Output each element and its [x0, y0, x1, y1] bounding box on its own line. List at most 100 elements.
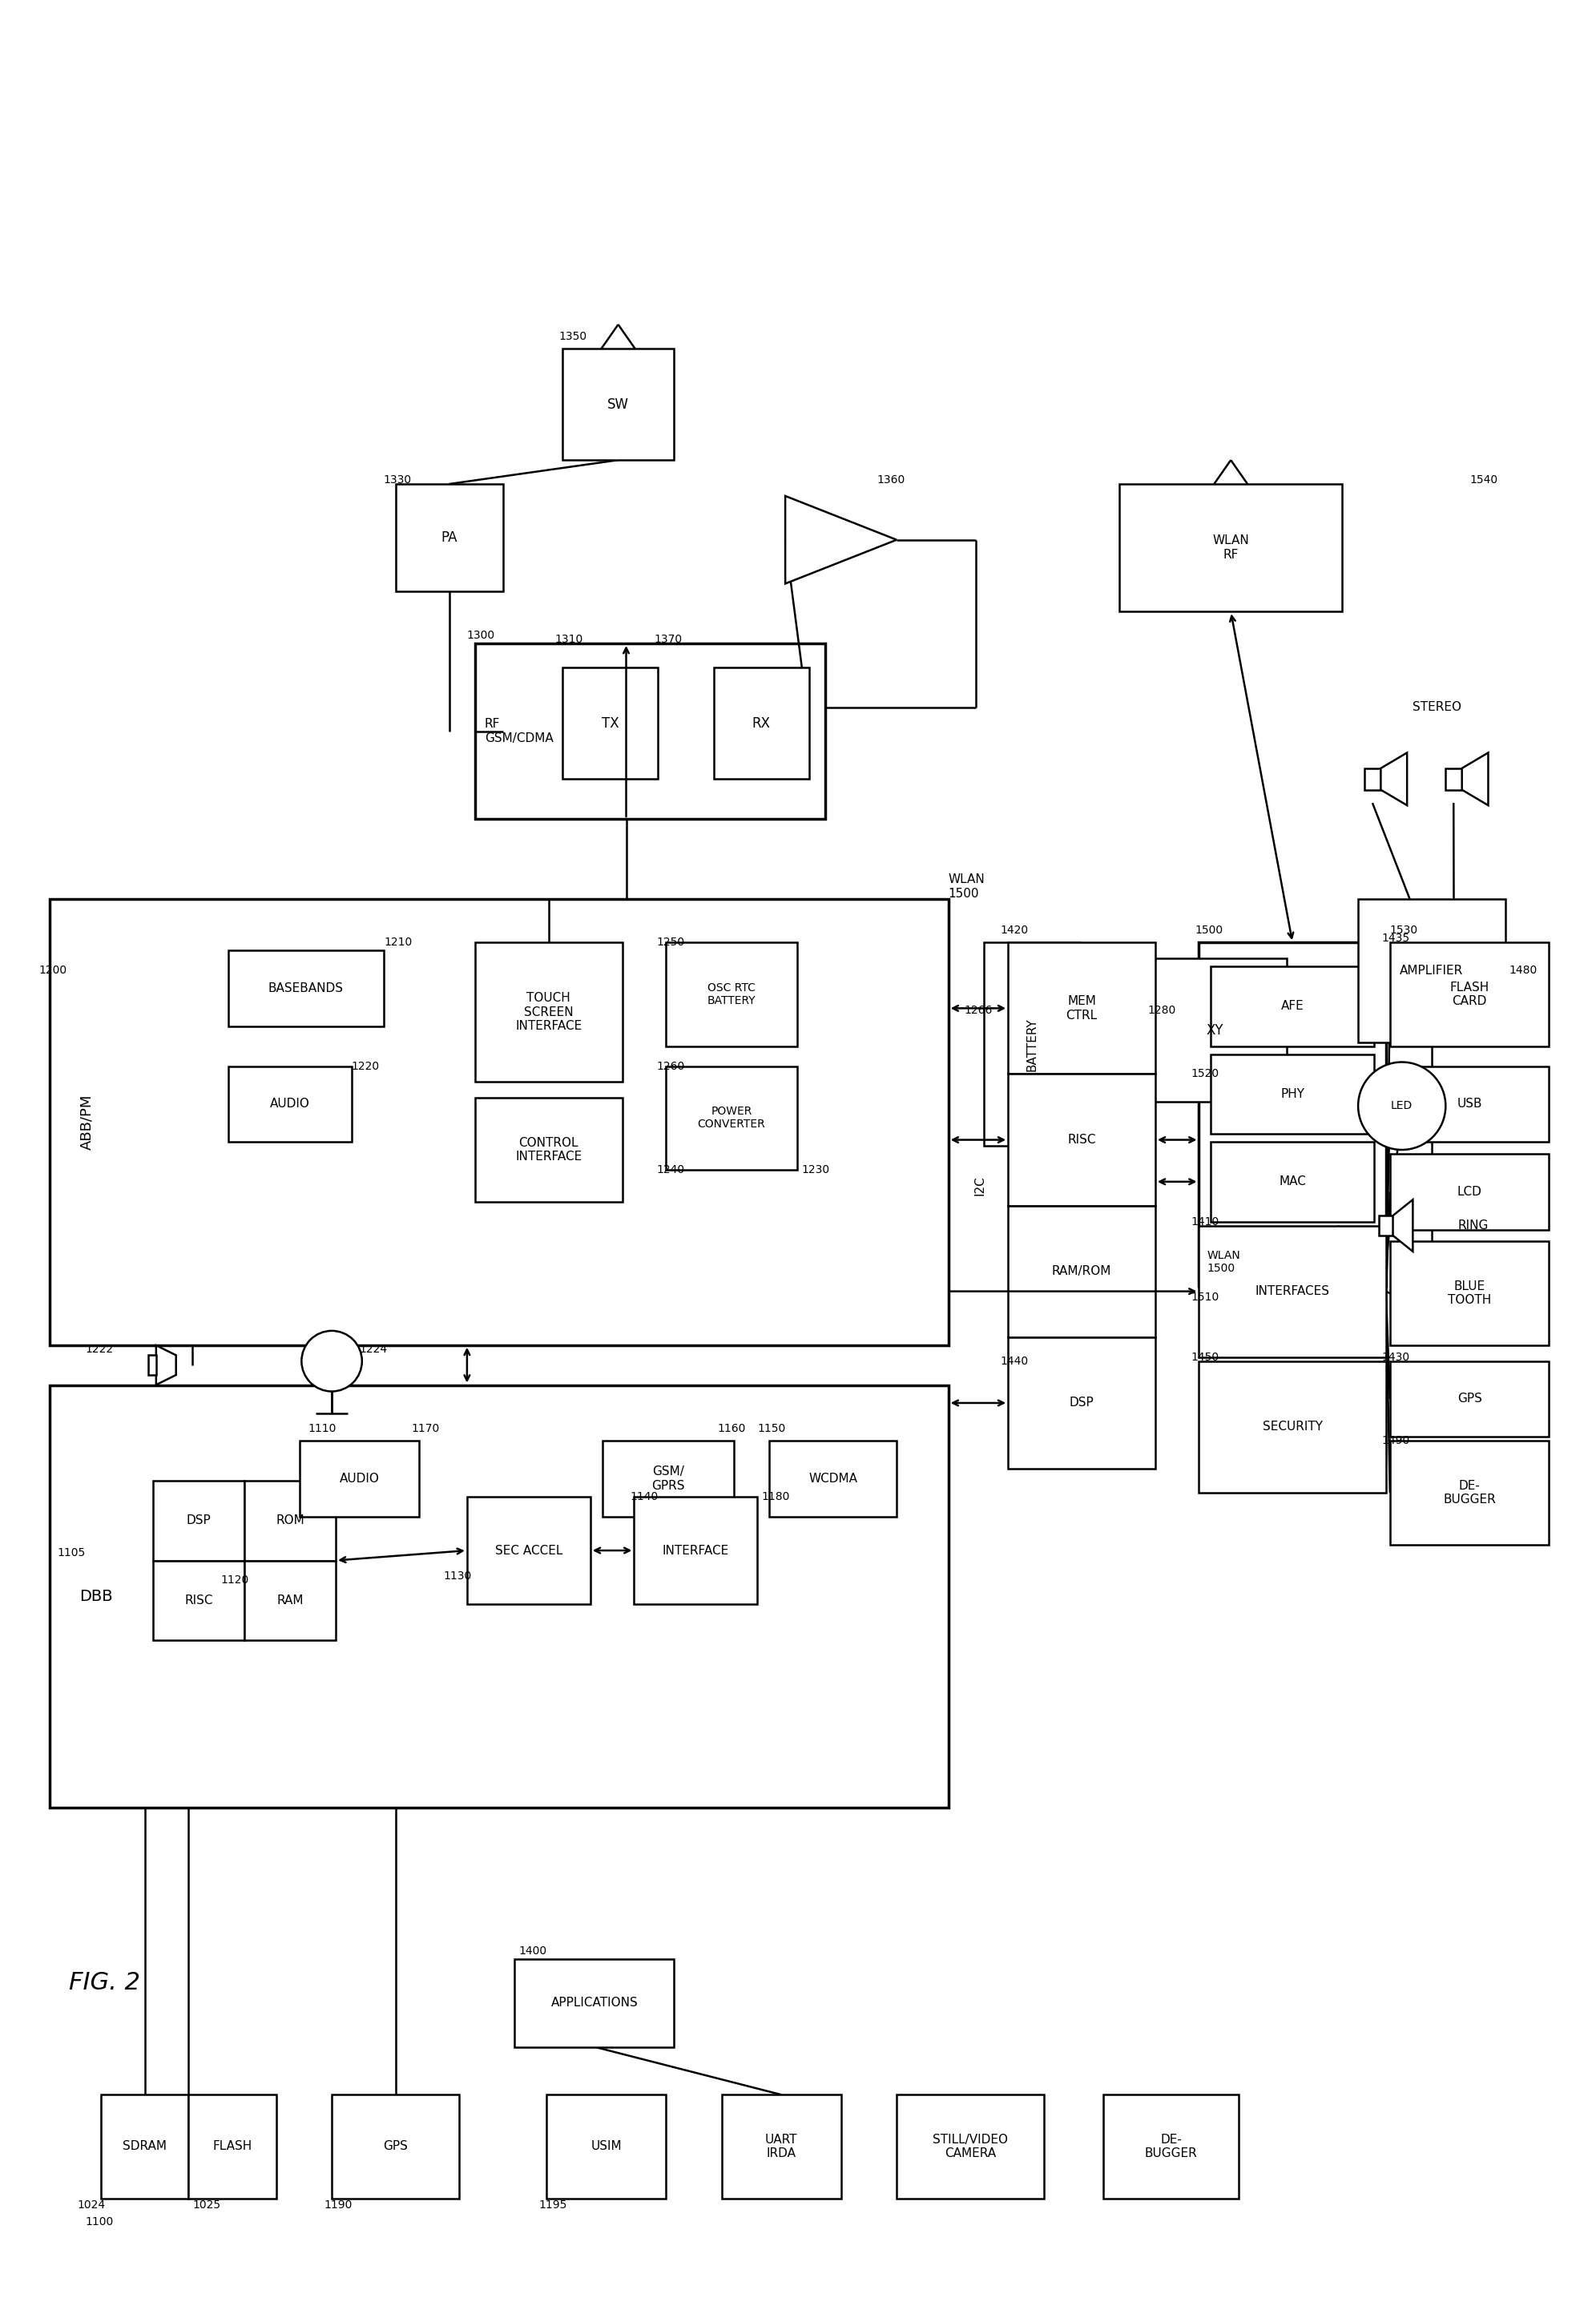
Text: USB: USB: [1457, 1098, 1483, 1110]
Text: 1300: 1300: [468, 630, 495, 641]
Bar: [332, 2096, 460, 2199]
Bar: [1119, 485, 1342, 611]
Bar: [1390, 942, 1550, 1046]
Bar: [1211, 1142, 1374, 1223]
Text: ABB/PM: ABB/PM: [80, 1094, 94, 1149]
Text: 1224: 1224: [359, 1344, 388, 1356]
Text: FLASH
CARD: FLASH CARD: [1449, 981, 1489, 1007]
Text: 1410: 1410: [1191, 1216, 1219, 1227]
Text: PHY: PHY: [1280, 1087, 1304, 1101]
Text: 1370: 1370: [654, 634, 681, 646]
Bar: [153, 1480, 244, 1560]
Text: 1105: 1105: [57, 1547, 86, 1558]
Text: 1540: 1540: [1470, 473, 1497, 485]
Text: INTERFACES: INTERFACES: [1254, 1285, 1329, 1298]
Text: 1240: 1240: [656, 1165, 685, 1174]
Text: 1350: 1350: [559, 331, 587, 342]
Bar: [101, 2096, 188, 2199]
Text: MEM
CTRL: MEM CTRL: [1066, 995, 1098, 1020]
Text: ROM: ROM: [276, 1514, 305, 1526]
Text: 1260: 1260: [656, 1059, 685, 1071]
Bar: [188, 2096, 276, 2199]
Text: SW: SW: [608, 398, 629, 411]
Text: 1420: 1420: [1001, 924, 1028, 935]
Bar: [1199, 1225, 1385, 1358]
Text: SECURITY: SECURITY: [1262, 1420, 1323, 1434]
Bar: [562, 349, 674, 460]
Text: 1530: 1530: [1390, 924, 1419, 935]
Text: FLASH: FLASH: [212, 2139, 252, 2153]
Text: 1435: 1435: [1382, 933, 1411, 944]
Text: 1150: 1150: [758, 1422, 785, 1434]
Text: 1180: 1180: [761, 1491, 790, 1503]
Text: GPS: GPS: [1457, 1393, 1481, 1404]
Text: 1130: 1130: [444, 1572, 471, 1581]
Bar: [244, 1480, 335, 1560]
Text: 1025: 1025: [193, 2199, 220, 2211]
Text: WLAN
1500: WLAN 1500: [1207, 1250, 1240, 1275]
Text: 1120: 1120: [220, 1574, 249, 1586]
Text: 1280: 1280: [1148, 1004, 1176, 1016]
Bar: [721, 2096, 841, 2199]
Text: RF
GSM/CDMA: RF GSM/CDMA: [485, 719, 554, 745]
Bar: [228, 951, 383, 1027]
Bar: [516, 1960, 674, 2048]
Text: AUDIO: AUDIO: [340, 1473, 380, 1485]
Text: 1430: 1430: [1382, 1351, 1411, 1363]
Bar: [244, 1560, 335, 1641]
Bar: [476, 1098, 622, 1202]
Text: 1520: 1520: [1191, 1069, 1219, 1080]
Text: GPS: GPS: [383, 2139, 409, 2153]
Bar: [1199, 1360, 1385, 1494]
Text: BASEBANDS: BASEBANDS: [268, 981, 343, 995]
Text: BLUE
TOOTH: BLUE TOOTH: [1448, 1280, 1491, 1305]
Text: LCD: LCD: [1457, 1186, 1481, 1197]
Bar: [897, 2096, 1044, 2199]
Text: POWER
CONVERTER: POWER CONVERTER: [697, 1105, 766, 1131]
Circle shape: [302, 1331, 362, 1390]
Bar: [634, 1496, 758, 1604]
Bar: [602, 1441, 734, 1517]
Text: 1100: 1100: [85, 2218, 113, 2227]
Bar: [148, 1356, 156, 1374]
Text: FIG. 2: FIG. 2: [69, 1972, 140, 1995]
Text: RISC: RISC: [1068, 1133, 1096, 1147]
Text: 1490: 1490: [1382, 1436, 1411, 1445]
Text: 1440: 1440: [1001, 1356, 1028, 1367]
Text: 1200: 1200: [38, 965, 67, 977]
Text: WLAN
1500: WLAN 1500: [948, 873, 985, 899]
Bar: [985, 942, 1079, 1147]
Text: 1510: 1510: [1191, 1291, 1219, 1303]
Bar: [49, 1386, 948, 1809]
Bar: [1358, 899, 1505, 1043]
Bar: [1379, 1216, 1393, 1236]
Text: USIM: USIM: [591, 2139, 622, 2153]
Text: DBB: DBB: [80, 1588, 113, 1604]
Bar: [666, 942, 798, 1046]
Bar: [769, 1441, 897, 1517]
Text: STILL/VIDEO
CAMERA: STILL/VIDEO CAMERA: [932, 2133, 1009, 2160]
Text: SEC ACCEL: SEC ACCEL: [495, 1544, 562, 1556]
Bar: [476, 643, 825, 818]
Bar: [396, 485, 503, 591]
Text: 1195: 1195: [538, 2199, 567, 2211]
Text: PA: PA: [440, 531, 458, 545]
Text: 1170: 1170: [412, 1422, 439, 1434]
Text: 1310: 1310: [554, 634, 583, 646]
Bar: [1103, 2096, 1238, 2199]
Text: 1500: 1500: [1195, 924, 1223, 935]
Text: AUDIO: AUDIO: [270, 1098, 310, 1110]
Text: 1222: 1222: [85, 1344, 113, 1356]
Text: BATTERY: BATTERY: [1026, 1018, 1037, 1071]
Bar: [300, 1441, 420, 1517]
Text: DE-
BUGGER: DE- BUGGER: [1443, 1480, 1495, 1505]
Bar: [1211, 967, 1374, 1046]
Text: INTERFACE: INTERFACE: [662, 1544, 729, 1556]
Text: AFE: AFE: [1282, 1000, 1304, 1013]
Text: 1140: 1140: [630, 1491, 659, 1503]
Text: APPLICATIONS: APPLICATIONS: [551, 1997, 638, 2008]
Text: WCDMA: WCDMA: [809, 1473, 857, 1485]
Text: STEREO: STEREO: [1412, 701, 1462, 712]
Bar: [546, 2096, 666, 2199]
Text: 1110: 1110: [308, 1422, 337, 1434]
